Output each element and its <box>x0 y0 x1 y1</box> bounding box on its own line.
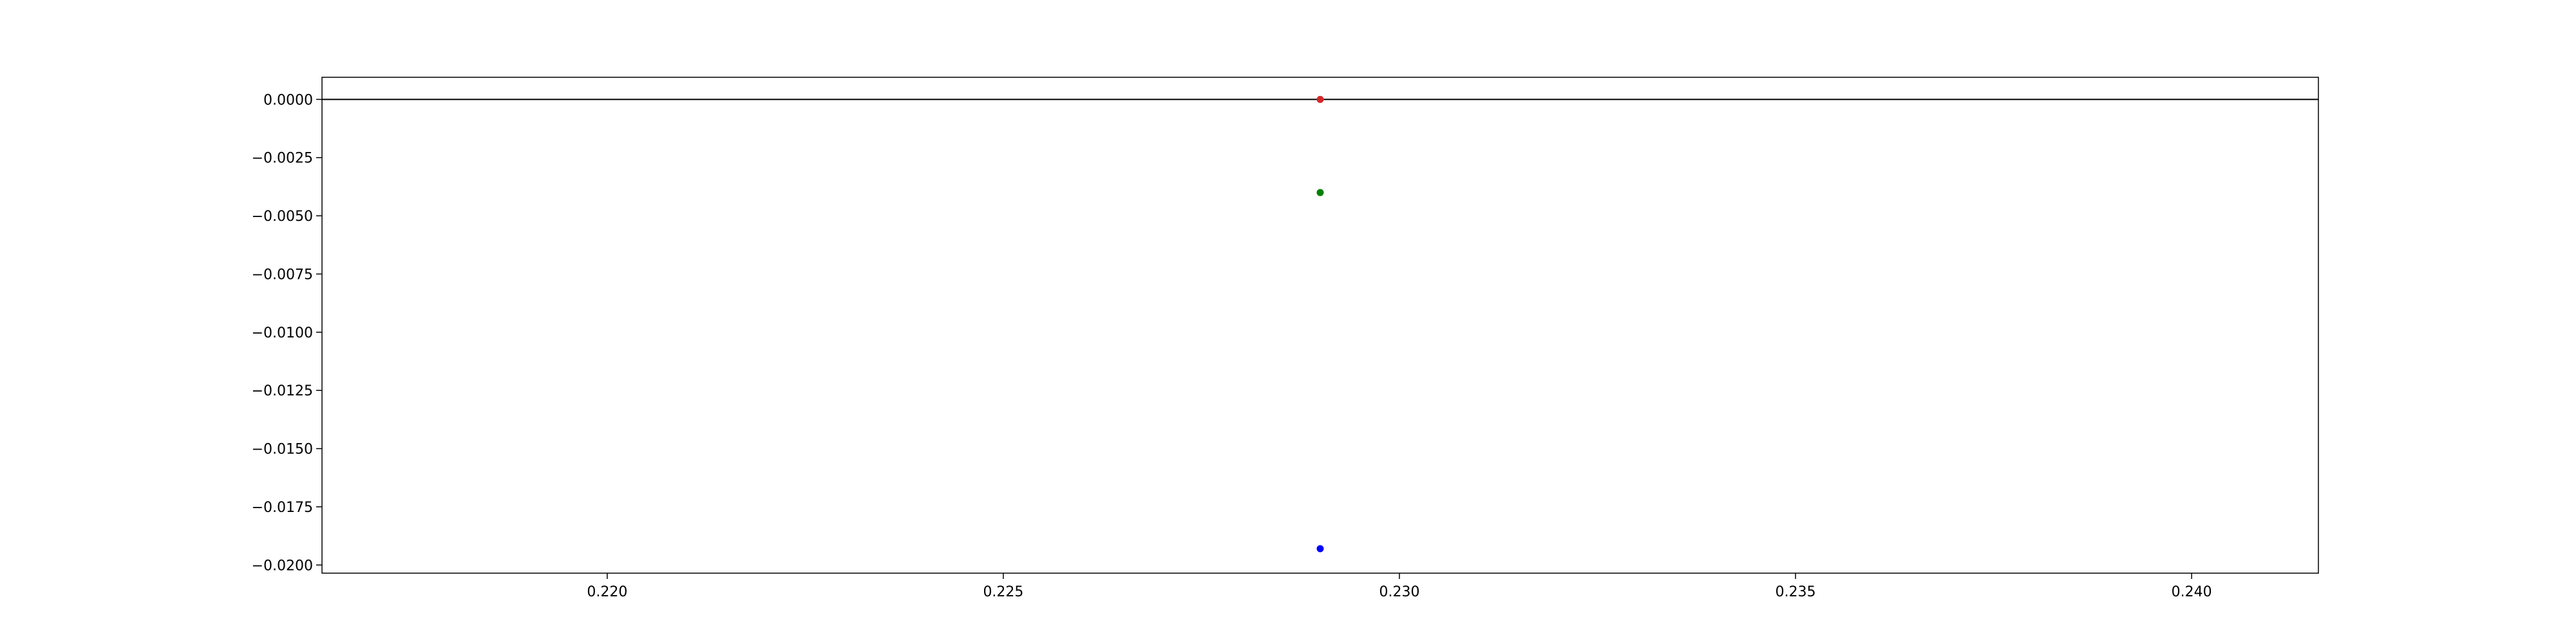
x-tick-label: 0.240 <box>2172 584 2212 600</box>
y-tick-label: −0.0100 <box>252 325 313 341</box>
x-tick-label: 0.235 <box>1776 584 1816 600</box>
y-tick-label: −0.0125 <box>252 383 313 399</box>
y-tick-label: −0.0050 <box>252 209 313 225</box>
y-tick-label: −0.0150 <box>252 442 313 458</box>
y-tick-label: 0.0000 <box>263 92 313 108</box>
y-tick-label: −0.0025 <box>252 151 313 167</box>
plot-area <box>321 77 2319 574</box>
x-tick-label: 0.220 <box>587 584 627 600</box>
y-tick-label: −0.0075 <box>252 267 313 283</box>
y-tick-label: −0.0200 <box>252 558 313 574</box>
x-tick-label: 0.225 <box>983 584 1023 600</box>
x-tick-label: 0.230 <box>1379 584 1420 600</box>
y-axis: 0.0000 −0.0025 −0.0050 −0.0075 −0.0100 −0.012… <box>252 92 322 574</box>
data-points <box>1316 95 1324 553</box>
y-tick-label: −0.0175 <box>252 500 313 516</box>
data-point <box>1316 189 1324 196</box>
data-point <box>1316 545 1324 553</box>
data-point <box>1316 95 1324 103</box>
x-axis: 0.220 0.225 0.230 0.235 0.240 <box>587 573 2212 600</box>
